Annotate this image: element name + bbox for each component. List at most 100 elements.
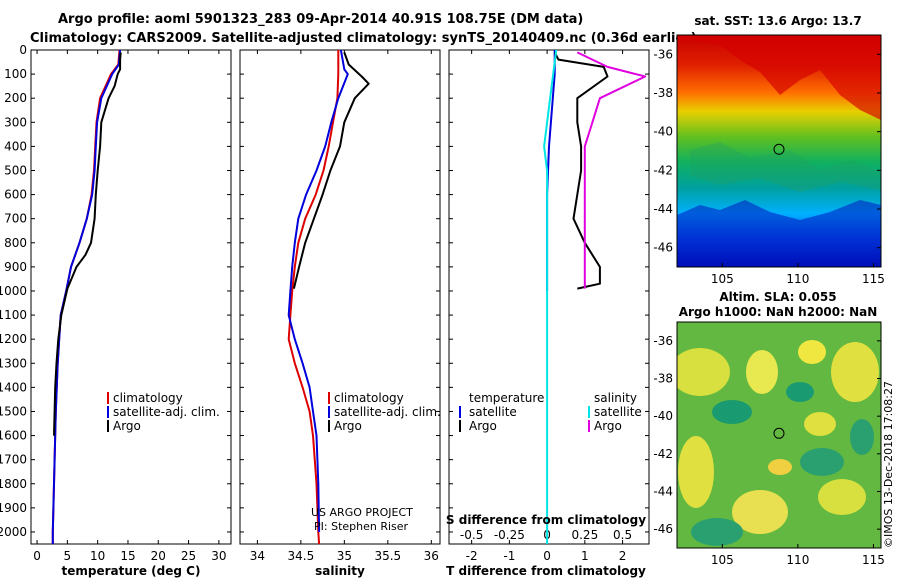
lon-tick-label: 105 (711, 272, 734, 286)
difference-panel: -2 -1 0 1 2 -0.5 -0.25 0 0.25 0.5 temperature sa… (446, 49, 650, 578)
lat-tick-label: -44 (653, 485, 673, 499)
legend-sal-argo: Argo (594, 419, 622, 433)
lat-tick-label: -36 (653, 334, 673, 348)
sla-blob (800, 448, 844, 476)
series-line-argo (292, 52, 370, 289)
x-tick-label: 1 (581, 549, 589, 563)
series-line-satellite-adj-clim- (287, 49, 349, 533)
sla-blob (818, 479, 866, 515)
temperature-x-label: temperature (deg C) (62, 564, 201, 578)
figure-title-line2: Climatology: CARS2009. Satellite-adjuste… (30, 31, 697, 46)
sla-blob (804, 412, 836, 436)
depth-tick-label: 800 (4, 236, 27, 250)
sla-map-title: Altim. SLA: 0.055 (719, 290, 836, 304)
s-tick-label: -0.5 (460, 528, 483, 542)
depth-axis-labels: 0 100 200 300 400 500 600 700 800 900 1000 1100 1200… (0, 43, 27, 539)
x-tick-label: 34 (250, 549, 265, 563)
sla-blob (786, 382, 814, 402)
depth-tick-label: 1900 (0, 501, 27, 515)
sst-map-field (677, 35, 881, 267)
lon-tick-label: 110 (786, 272, 809, 286)
legend-salinity-header: salinity (594, 391, 637, 405)
x-tick-label: 10 (90, 549, 105, 563)
lat-tick-label: -46 (653, 241, 673, 255)
depth-tick-label: 1600 (0, 429, 27, 443)
t-difference-label: T difference from climatology (446, 564, 646, 578)
s-tick-label: 0.5 (613, 528, 632, 542)
x-tick-label: 35.5 (374, 549, 401, 563)
lat-tick-label: -38 (653, 86, 673, 100)
legend-satellite: satellite-adj. clim. (113, 405, 220, 419)
series-line-temperature-argo (553, 51, 609, 290)
sla-map-frame (676, 321, 882, 549)
depth-tick-label: 1000 (0, 284, 27, 298)
depth-tick-label: 300 (4, 115, 27, 129)
sla-map-field (677, 322, 881, 548)
x-tick-label: 35 (337, 549, 352, 563)
sla-blob (831, 342, 879, 402)
series-line-argo (53, 52, 122, 436)
figure-title-line1: Argo profile: aoml 5901323_283 09-Apr-20… (58, 12, 583, 27)
depth-tick-label: 1200 (0, 332, 27, 346)
depth-tick-label: 1300 (0, 356, 27, 370)
sla-map-panel: Altim. SLA: 0.055 Argo h1000: NaN h2000:… (653, 290, 885, 567)
series-line-climatology (51, 49, 121, 544)
x-tick-label: -1 (503, 549, 515, 563)
lat-tick-label: -40 (653, 409, 673, 423)
salinity-panel: 34 34.5 35 35.5 36 climatology satellite-adj… (239, 49, 441, 578)
salinity-series (287, 49, 370, 545)
sst-map-title: sat. SST: 13.6 Argo: 13.7 (694, 14, 861, 28)
legend-temperature-header: temperature (469, 391, 544, 405)
sla-map-ticks: 105 110 115 -36 -38 -40 -42 -44 -46 (653, 334, 885, 567)
x-tick-label: 25 (181, 549, 196, 563)
sla-blob (678, 436, 714, 508)
legend-argo: Argo (334, 419, 362, 433)
series-line-satellite-adj-clim- (51, 49, 122, 544)
legend-sal-satellite: satellite (594, 405, 642, 419)
temperature-y-tick-marks (31, 49, 231, 533)
lat-tick-label: -46 (653, 522, 673, 536)
depth-tick-label: 700 (4, 212, 27, 226)
sst-map-panel: sat. SST: 13.6 Argo: 13.7 105 110 115 -36 -3… (653, 14, 885, 286)
sla-blob (768, 459, 792, 475)
s-difference-label: S difference from climatology (446, 513, 646, 527)
depth-tick-label: 200 (4, 91, 27, 105)
s-tick-label: 0.25 (571, 528, 598, 542)
x-tick-label: 36 (424, 549, 439, 563)
temperature-x-ticks: 0 5 10 15 20 25 30 (33, 50, 227, 563)
sla-blob (732, 490, 788, 534)
sst-map-frame (676, 34, 882, 268)
sst-cold-region (677, 200, 881, 267)
lat-tick-label: -40 (653, 125, 673, 139)
depth-tick-label: 100 (4, 67, 27, 81)
temperature-series (51, 49, 122, 544)
depth-tick-label: 1100 (0, 308, 27, 322)
salinity-x-ticks: 34 34.5 35 35.5 36 (250, 50, 439, 563)
x-tick-label: 0 (33, 549, 41, 563)
legend-climatology: climatology (334, 391, 404, 405)
difference-series (543, 49, 647, 544)
depth-tick-label: 1500 (0, 404, 27, 418)
difference-s-ticks: -0.5 -0.25 0 0.25 0.5 (460, 528, 632, 542)
lon-tick-label: 110 (786, 553, 809, 567)
depth-tick-label: 600 (4, 188, 27, 202)
depth-tick-label: 1800 (0, 477, 27, 491)
series-line-salinity-satellite (543, 49, 558, 544)
temperature-panel: 0 5 10 15 20 25 30 climatology satellite-adj. … (30, 49, 232, 578)
depth-tick-label: 900 (4, 260, 27, 274)
salinity-legend: climatology satellite-adj. clim. Argo (328, 391, 441, 433)
legend-temp-satellite: satellite (469, 405, 517, 419)
credit-pi: PI: Stephen Riser (314, 520, 409, 533)
lon-tick-label: 115 (862, 272, 885, 286)
series-line-climatology (287, 50, 340, 545)
sla-blob (850, 419, 874, 455)
x-tick-label: 30 (211, 549, 226, 563)
lat-tick-label: -42 (653, 163, 673, 177)
argo-location-marker (773, 427, 785, 439)
x-tick-label: 20 (151, 549, 166, 563)
x-tick-label: 15 (120, 549, 135, 563)
depth-tick-label: 1400 (0, 380, 27, 394)
sst-map-ticks: 105 110 115 -36 -38 -40 -42 -44 -46 (653, 47, 885, 286)
legend-satellite: satellite-adj. clim. (334, 405, 441, 419)
